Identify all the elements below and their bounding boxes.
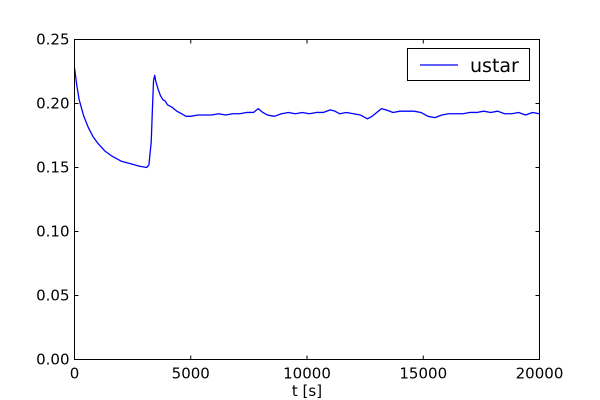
x-tick-label: 10000	[283, 365, 331, 383]
y-tick-label: 0.20	[36, 95, 69, 113]
ticks-layer: 0 5000 10000 15000 20000 0.00 0.05 0.10 0.15 0.20…	[36, 31, 563, 383]
plot-frame	[74, 39, 540, 360]
x-tick-label: 0	[70, 365, 80, 383]
y-tick-label: 0.05	[36, 287, 69, 305]
legend: ustar	[407, 48, 530, 81]
y-tick-label: 0.25	[36, 31, 69, 49]
y-tick-label: 0.15	[36, 159, 69, 177]
y-tick-label: 0.00	[36, 351, 69, 369]
x-tick-label: 15000	[399, 365, 447, 383]
x-tick-label: 20000	[516, 365, 564, 383]
series-line-ustar	[73, 67, 540, 169]
series-layer	[73, 67, 540, 169]
legend-label-ustar: ustar	[470, 55, 519, 77]
x-tick-label: 5000	[172, 365, 210, 383]
y-tick-label: 0.10	[36, 223, 69, 241]
x-axis-label: t [s]	[292, 382, 322, 400]
